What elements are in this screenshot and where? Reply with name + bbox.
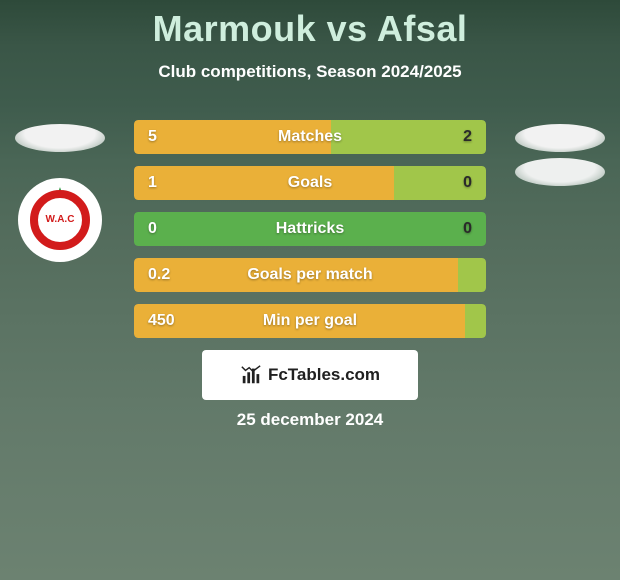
bar-right-value: 0 [463,220,472,238]
bar-right-value: 0 [463,174,472,192]
player-right-badges [500,118,620,580]
bar-row: 00Hattricks [134,212,486,246]
bar-right-segment [394,166,486,200]
bar-left-segment [134,120,331,154]
player-left-flag [15,124,105,152]
player-left-club-crest: ★ W.A.C [18,178,102,262]
bar-left-value: 0.2 [148,266,170,284]
bar-row: 10Goals [134,166,486,200]
bar-row: 52Matches [134,120,486,154]
bar-right-value: 2 [463,128,472,146]
page-subtitle: Club competitions, Season 2024/2025 [0,62,620,82]
date-label: 25 december 2024 [0,410,620,430]
bar-right-segment [458,258,486,292]
bar-left-value: 450 [148,312,175,330]
bar-left-value: 0 [148,220,157,238]
comparison-bars: 52Matches10Goals00Hattricks0.2Goals per … [134,120,486,350]
player-right-flag-bottom [515,158,605,186]
bar-row: 450Min per goal [134,304,486,338]
bar-left-segment [134,212,310,246]
bar-left-value: 1 [148,174,157,192]
page-title: Marmouk vs Afsal [0,0,620,50]
content-root: Marmouk vs Afsal Club competitions, Seas… [0,0,620,580]
bar-left-segment [134,258,458,292]
bar-left-segment [134,304,465,338]
bar-right-segment [310,212,486,246]
crest-inner: ★ W.A.C [24,184,96,256]
bar-left-segment [134,166,394,200]
crest-ring [30,190,90,250]
branding-badge: FcTables.com [202,350,418,400]
bar-chart-icon [240,364,262,386]
bar-right-segment [465,304,486,338]
branding-text: FcTables.com [268,365,380,385]
bar-row: 0.2Goals per match [134,258,486,292]
bar-left-value: 5 [148,128,157,146]
player-left-badges: ★ W.A.C [0,118,120,580]
player-right-flag-top [515,124,605,152]
